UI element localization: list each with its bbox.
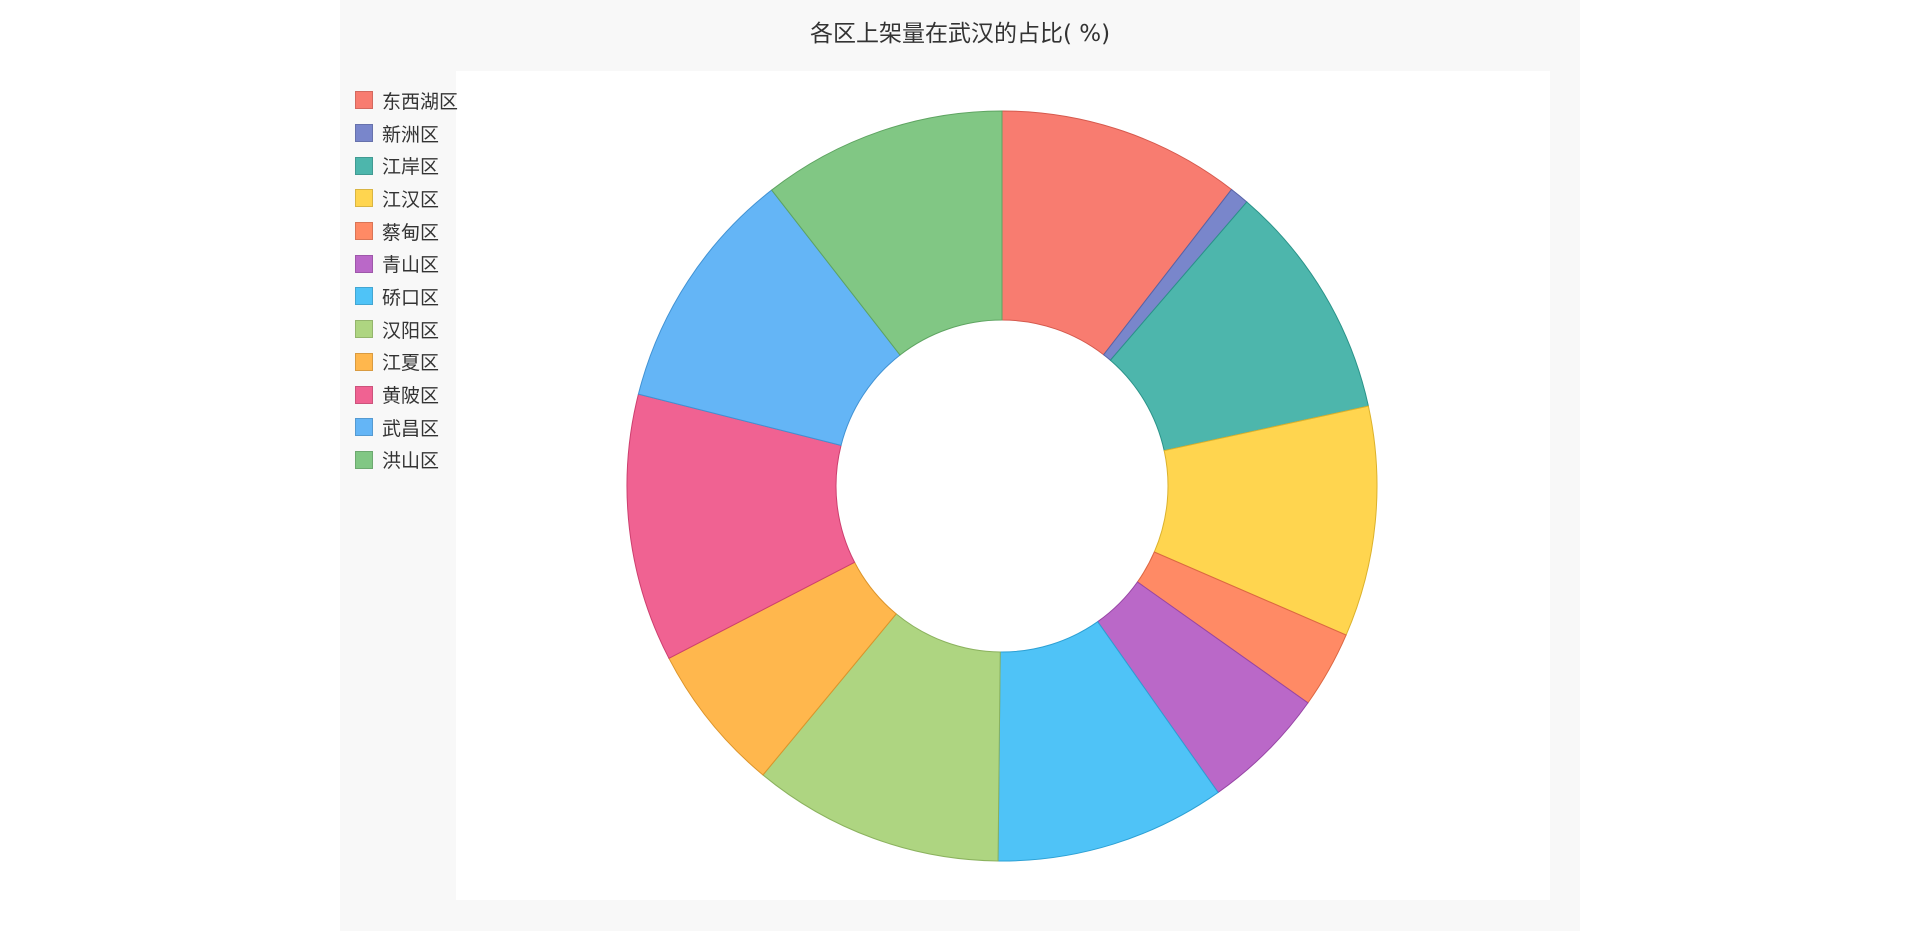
legend-swatch <box>355 156 373 175</box>
legend-label: 青山区 <box>382 254 440 277</box>
donut-slice[interactable] <box>762 613 1001 862</box>
legend-item[interactable]: 洪山区 <box>355 444 458 477</box>
legend-item[interactable]: 新洲区 <box>355 117 458 150</box>
donut-chart <box>626 110 1378 862</box>
legend-label: 武昌区 <box>382 417 440 440</box>
legend-label: 江岸区 <box>382 156 440 179</box>
legend-swatch <box>355 385 373 404</box>
legend-label: 江夏区 <box>382 352 440 375</box>
legend-swatch <box>355 189 373 208</box>
donut-slice[interactable] <box>1109 201 1369 452</box>
legend-label: 黄陂区 <box>382 385 440 408</box>
donut-slice[interactable] <box>770 110 1003 356</box>
legend-item[interactable]: 汉阳区 <box>355 313 458 346</box>
donut-slice[interactable] <box>1153 405 1378 636</box>
legend-swatch <box>355 320 373 339</box>
chart-title: 各区上架量在武汉的占比( %) <box>809 21 1111 47</box>
legend-item[interactable]: 江岸区 <box>355 149 458 182</box>
legend-item[interactable]: 江汉区 <box>355 182 458 215</box>
legend-swatch <box>355 352 373 371</box>
legend-label: 硚口区 <box>382 286 440 309</box>
legend-label: 新洲区 <box>382 123 440 146</box>
chart-panel: 各区上架量在武汉的占比( %) 东西湖区新洲区江岸区江汉区蔡甸区青山区硚口区汉阳… <box>340 0 1580 931</box>
legend-swatch <box>355 418 373 437</box>
legend-item[interactable]: 蔡甸区 <box>355 215 458 248</box>
donut-slice[interactable] <box>997 620 1219 862</box>
legend-swatch <box>355 222 373 241</box>
legend-swatch <box>355 254 373 273</box>
legend-label: 洪山区 <box>382 450 440 473</box>
donut-slice[interactable] <box>637 189 901 446</box>
legend-item[interactable]: 东西湖区 <box>355 84 458 117</box>
donut-slice[interactable] <box>1001 110 1233 356</box>
donut-slice[interactable] <box>626 393 856 659</box>
legend-swatch <box>355 124 373 143</box>
legend-swatch <box>355 91 373 110</box>
legend-item[interactable]: 江夏区 <box>355 346 458 379</box>
legend-swatch <box>355 450 373 469</box>
legend-label: 江汉区 <box>382 188 440 211</box>
legend-label: 蔡甸区 <box>382 221 440 244</box>
legend-label: 东西湖区 <box>382 90 459 113</box>
legend: 东西湖区新洲区江岸区江汉区蔡甸区青山区硚口区汉阳区江夏区黄陂区武昌区洪山区 <box>355 84 458 476</box>
legend-item[interactable]: 武昌区 <box>355 411 458 444</box>
legend-item[interactable]: 青山区 <box>355 247 458 280</box>
legend-label: 汉阳区 <box>382 319 440 342</box>
legend-item[interactable]: 黄陂区 <box>355 378 458 411</box>
legend-swatch <box>355 287 373 306</box>
legend-item[interactable]: 硚口区 <box>355 280 458 313</box>
